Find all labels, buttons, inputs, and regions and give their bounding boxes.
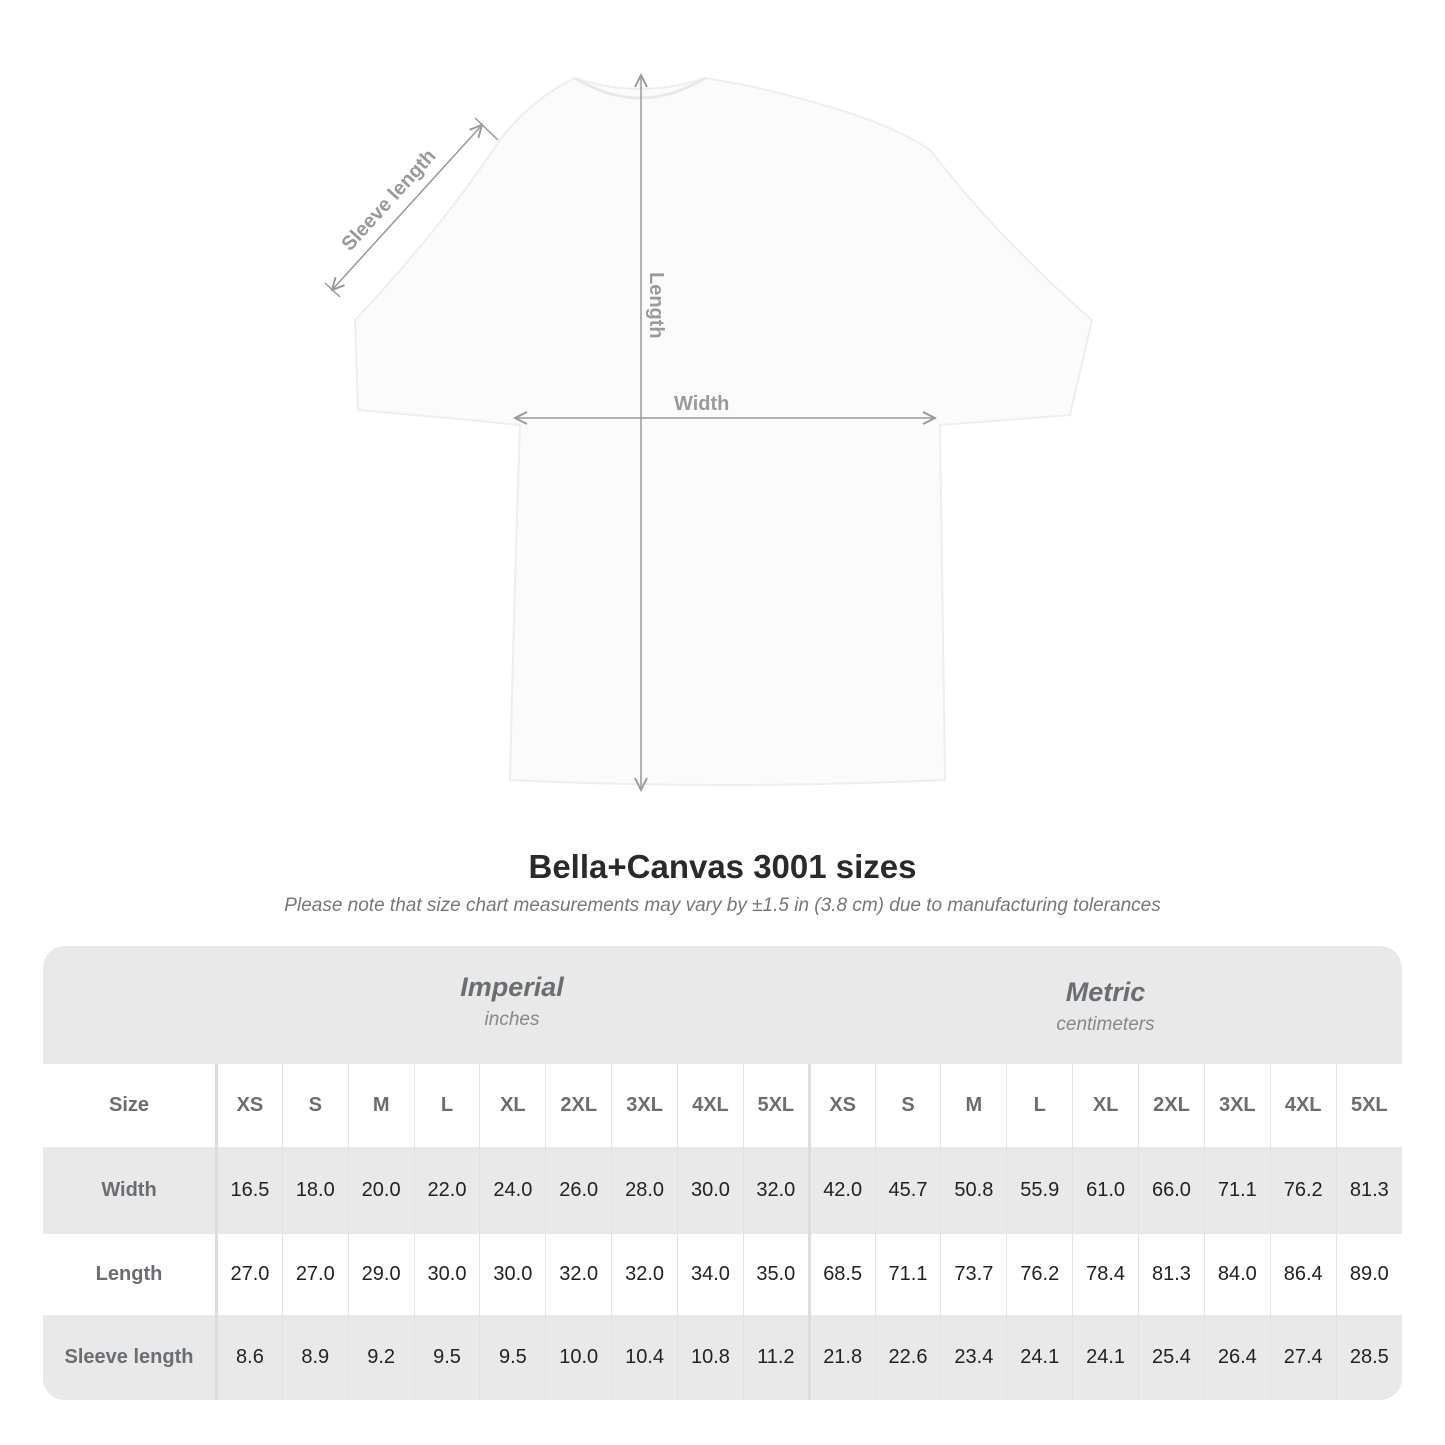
size-header: 2XL [1138,1064,1205,1147]
table-cell: 25.4 [1138,1315,1205,1400]
table-cell: 71.1 [874,1234,941,1315]
table-cell: 30.0 [413,1234,480,1315]
row-label: Size [43,1064,218,1147]
table-cell: 10.0 [545,1315,612,1400]
size-header: S [281,1064,349,1147]
size-header: 5XL [1335,1064,1402,1147]
table-cell: 55.9 [1006,1147,1073,1234]
table-cell: 22.0 [413,1147,480,1234]
table-cell: 24.1 [1006,1315,1073,1400]
table-cell: 35.0 [742,1234,810,1315]
table-cell: 30.0 [677,1147,744,1234]
table-cell: 26.4 [1203,1315,1271,1400]
row-label: Length [43,1234,218,1315]
size-header: 3XL [1203,1064,1271,1147]
table-cell: 73.7 [940,1234,1007,1315]
page-title: Bella+Canvas 3001 sizes [528,848,917,885]
size-header: XL [1072,1064,1139,1147]
table-cell: 8.6 [216,1315,283,1400]
size-header: 4XL [1269,1064,1337,1147]
tshirt-diagram: Sleeve length Length Width [324,0,1094,820]
length-label: Length [645,272,667,339]
table-cell: 21.8 [807,1315,876,1400]
table-cell: 50.8 [940,1147,1007,1234]
table-cell: 76.2 [1269,1147,1337,1234]
size-header: 3XL [611,1064,678,1147]
table-row: Sleeve length 8.6 8.9 9.2 9.5 9.5 10.0 10.4 10.8… [43,1315,1402,1400]
size-header-row: Size XS S M L XL 2XL 3XL 4XL 5XL XS S M L XL 2XL 3XL 4XL 5… [43,1064,1402,1147]
table-cell: 10.4 [611,1315,678,1400]
table-cell: 9.5 [413,1315,480,1400]
imperial-header: Imperial inches [460,972,564,1030]
table-cell: 78.4 [1072,1234,1139,1315]
size-table: Size XS S M L XL 2XL 3XL 4XL 5XL XS S M L XL 2XL 3XL 4XL 5… [43,1064,1402,1400]
table-cell: 20.0 [347,1147,415,1234]
table-cell: 81.3 [1138,1234,1205,1315]
table-cell: 29.0 [347,1234,415,1315]
table-row: Width 16.5 18.0 20.0 22.0 24.0 26.0 28.0 30.0 32.… [43,1147,1402,1234]
table-cell: 23.4 [940,1315,1007,1400]
table-cell: 32.0 [545,1234,612,1315]
table-cell: 10.8 [677,1315,744,1400]
table-cell: 27.4 [1269,1315,1337,1400]
table-cell: 27.0 [216,1234,283,1315]
size-header: XS [216,1064,283,1147]
table-cell: 9.2 [347,1315,415,1400]
table-cell: 26.0 [545,1147,612,1234]
table-cell: 45.7 [874,1147,941,1234]
table-cell: 68.5 [807,1234,876,1315]
table-cell: 24.1 [1072,1315,1139,1400]
size-header: S [874,1064,941,1147]
size-header: 4XL [677,1064,744,1147]
size-header: M [940,1064,1007,1147]
table-cell: 42.0 [807,1147,876,1234]
tshirt-shape [353,76,1094,786]
table-cell: 84.0 [1203,1234,1271,1315]
size-header: XS [807,1064,876,1147]
table-cell: 9.5 [479,1315,546,1400]
table-cell: 18.0 [281,1147,349,1234]
sleeve-arrow [332,125,482,290]
table-cell: 30.0 [479,1234,546,1315]
size-header: 5XL [742,1064,810,1147]
width-label: Width [674,393,729,415]
size-header: L [1006,1064,1073,1147]
sleeve-length-label: Sleeve length [337,145,440,255]
table-cell: 61.0 [1072,1147,1139,1234]
table-cell: 16.5 [216,1147,283,1234]
table-cell: 28.0 [611,1147,678,1234]
tolerance-note: Please note that size chart measurements… [284,895,1161,916]
size-header: 2XL [545,1064,612,1147]
table-cell: 8.9 [281,1315,349,1400]
metric-header: Metric centimeters [1056,977,1155,1035]
size-header: XL [479,1064,546,1147]
table-cell: 86.4 [1269,1234,1337,1315]
table-cell: 71.1 [1203,1147,1271,1234]
table-cell: 32.0 [742,1147,810,1234]
row-label: Sleeve length [43,1315,218,1400]
size-header: M [347,1064,415,1147]
table-cell: 32.0 [611,1234,678,1315]
table-cell: 11.2 [742,1315,810,1400]
table-row: Length 27.0 27.0 29.0 30.0 30.0 32.0 32.0 34.0 35… [43,1234,1402,1315]
table-cell: 81.3 [1335,1147,1402,1234]
row-label: Width [43,1147,218,1234]
size-chart: Imperial inches Metric centimeters Size X… [43,946,1402,1400]
table-cell: 24.0 [479,1147,546,1234]
table-cell: 34.0 [677,1234,744,1315]
table-cell: 66.0 [1138,1147,1205,1234]
table-cell: 89.0 [1335,1234,1402,1315]
table-cell: 27.0 [281,1234,349,1315]
table-cell: 28.5 [1335,1315,1402,1400]
table-cell: 22.6 [874,1315,941,1400]
table-cell: 76.2 [1006,1234,1073,1315]
size-header: L [413,1064,480,1147]
